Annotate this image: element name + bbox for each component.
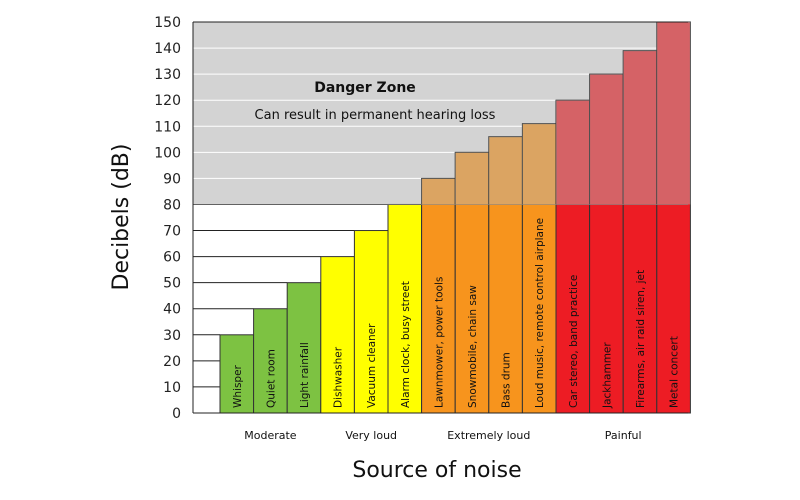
y-tick-label: 80 [163, 197, 181, 213]
y-tick-label: 110 [154, 119, 181, 135]
bar-danger-overlay [556, 100, 590, 205]
bar [622, 50, 658, 414]
bar-danger-overlay [455, 152, 489, 205]
y-tick-label: 100 [154, 145, 181, 161]
y-tick-label: 20 [163, 354, 181, 370]
bar-danger-overlay [623, 50, 657, 205]
bar-label: Car stereo, band practice [568, 275, 580, 408]
y-tick-label: 50 [163, 276, 181, 292]
y-tick-label: 140 [154, 41, 181, 57]
y-tick-label: 40 [163, 302, 181, 318]
plot-area: 0 10 20 30 40 50 60 70 80 90 100 110 120 130 140 150 Whi… [154, 15, 691, 442]
bar-danger-overlay [589, 74, 624, 205]
bar [253, 308, 288, 414]
bar-label: Dishwasher [333, 346, 345, 408]
bar-label: Quiet room [265, 349, 277, 408]
bar [320, 256, 355, 414]
bar-label: Snowmobile, chain saw [467, 285, 479, 408]
danger-zone-title: Danger Zone [314, 80, 416, 96]
bar-danger-overlay [421, 178, 456, 205]
bar-label: Alarm clock, busy street [400, 281, 412, 408]
y-tick-label: 120 [154, 93, 181, 109]
danger-zone-subtitle: Can result in permanent hearing loss [255, 108, 496, 123]
y-tick-label: 60 [163, 250, 181, 266]
bar-label: Bass drum [501, 352, 513, 408]
bar [454, 151, 490, 414]
bar [521, 123, 557, 414]
bar-label: Loud music, remote control airplane [534, 218, 546, 408]
bar-label: Firearms, air raid siren, jet [635, 270, 647, 408]
y-tick-label: 90 [163, 171, 181, 187]
y-tick-label: 70 [163, 224, 181, 240]
x-axis-title: Source of noise [352, 458, 521, 483]
bar-label: Jackhammer [601, 342, 613, 409]
group-label: Very loud [345, 429, 397, 442]
group-label: Painful [605, 429, 642, 442]
bar-label: Metal concert [669, 336, 681, 408]
bar [589, 73, 624, 414]
bar-label: Vacuum cleaner [366, 323, 378, 408]
group-label: Extremely loud [447, 429, 530, 442]
y-tick-label: 30 [163, 328, 181, 344]
y-axis-title: Decibels (dB) [109, 144, 134, 291]
group-label: Moderate [244, 429, 297, 442]
bar-danger-overlay [656, 22, 691, 205]
bar-label: Whisper [232, 364, 244, 408]
bar-danger-overlay [488, 136, 523, 205]
y-tick-label: 150 [154, 15, 181, 31]
bar-label: Lawnmower, power tools [433, 277, 445, 408]
y-tick-label: 0 [172, 406, 181, 422]
bar [286, 282, 322, 414]
y-tick-label: 130 [154, 67, 181, 83]
y-tick-label: 10 [163, 380, 181, 396]
bar-label: Light rainfall [299, 342, 311, 408]
bar-danger-overlay [522, 123, 556, 205]
bar [656, 21, 691, 414]
bar [387, 203, 423, 414]
